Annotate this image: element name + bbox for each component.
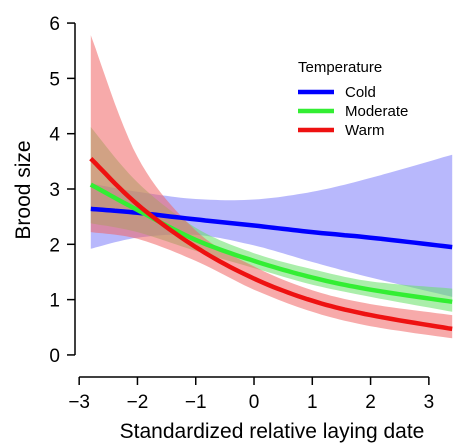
legend-label-moderate: Moderate (345, 103, 408, 120)
x-tick-label: −3 (68, 392, 90, 413)
axes: −3 −2 −1 0 1 2 3 0 1 2 3 4 5 6 (49, 14, 434, 413)
warm-series-line (89, 157, 453, 332)
y-tick-label: 6 (49, 14, 60, 35)
x-tick-label: 2 (365, 392, 376, 413)
moderate-series-line (89, 182, 453, 305)
series-lines (89, 157, 453, 332)
legend-title: Temperature (298, 59, 382, 76)
y-tick-label: 3 (49, 180, 60, 201)
x-tick-label: 1 (307, 392, 318, 413)
x-tick-label: 3 (424, 392, 435, 413)
x-tick-label: 0 (249, 392, 260, 413)
y-tick-label: 1 (49, 291, 60, 312)
legend-label-warm: Warm (345, 122, 384, 139)
x-tick-label: −1 (185, 392, 207, 413)
y-axis-ticks: 0 1 2 3 4 5 6 (49, 14, 75, 367)
y-axis-label: Brood size (12, 140, 35, 239)
x-axis-label: Standardized relative laying date (120, 420, 425, 443)
warm-confidence-band (90, 35, 453, 339)
y-tick-label: 0 (49, 346, 60, 367)
legend: Temperature Cold Moderate Warm (298, 59, 408, 139)
x-axis-ticks: −3 −2 −1 0 1 2 3 (68, 377, 434, 413)
y-tick-label: 2 (49, 235, 60, 256)
y-tick-label: 5 (49, 69, 60, 90)
x-tick-label: −2 (127, 392, 149, 413)
cold-series-line (90, 206, 453, 250)
y-tick-label: 4 (49, 125, 60, 146)
legend-label-cold: Cold (345, 84, 376, 101)
